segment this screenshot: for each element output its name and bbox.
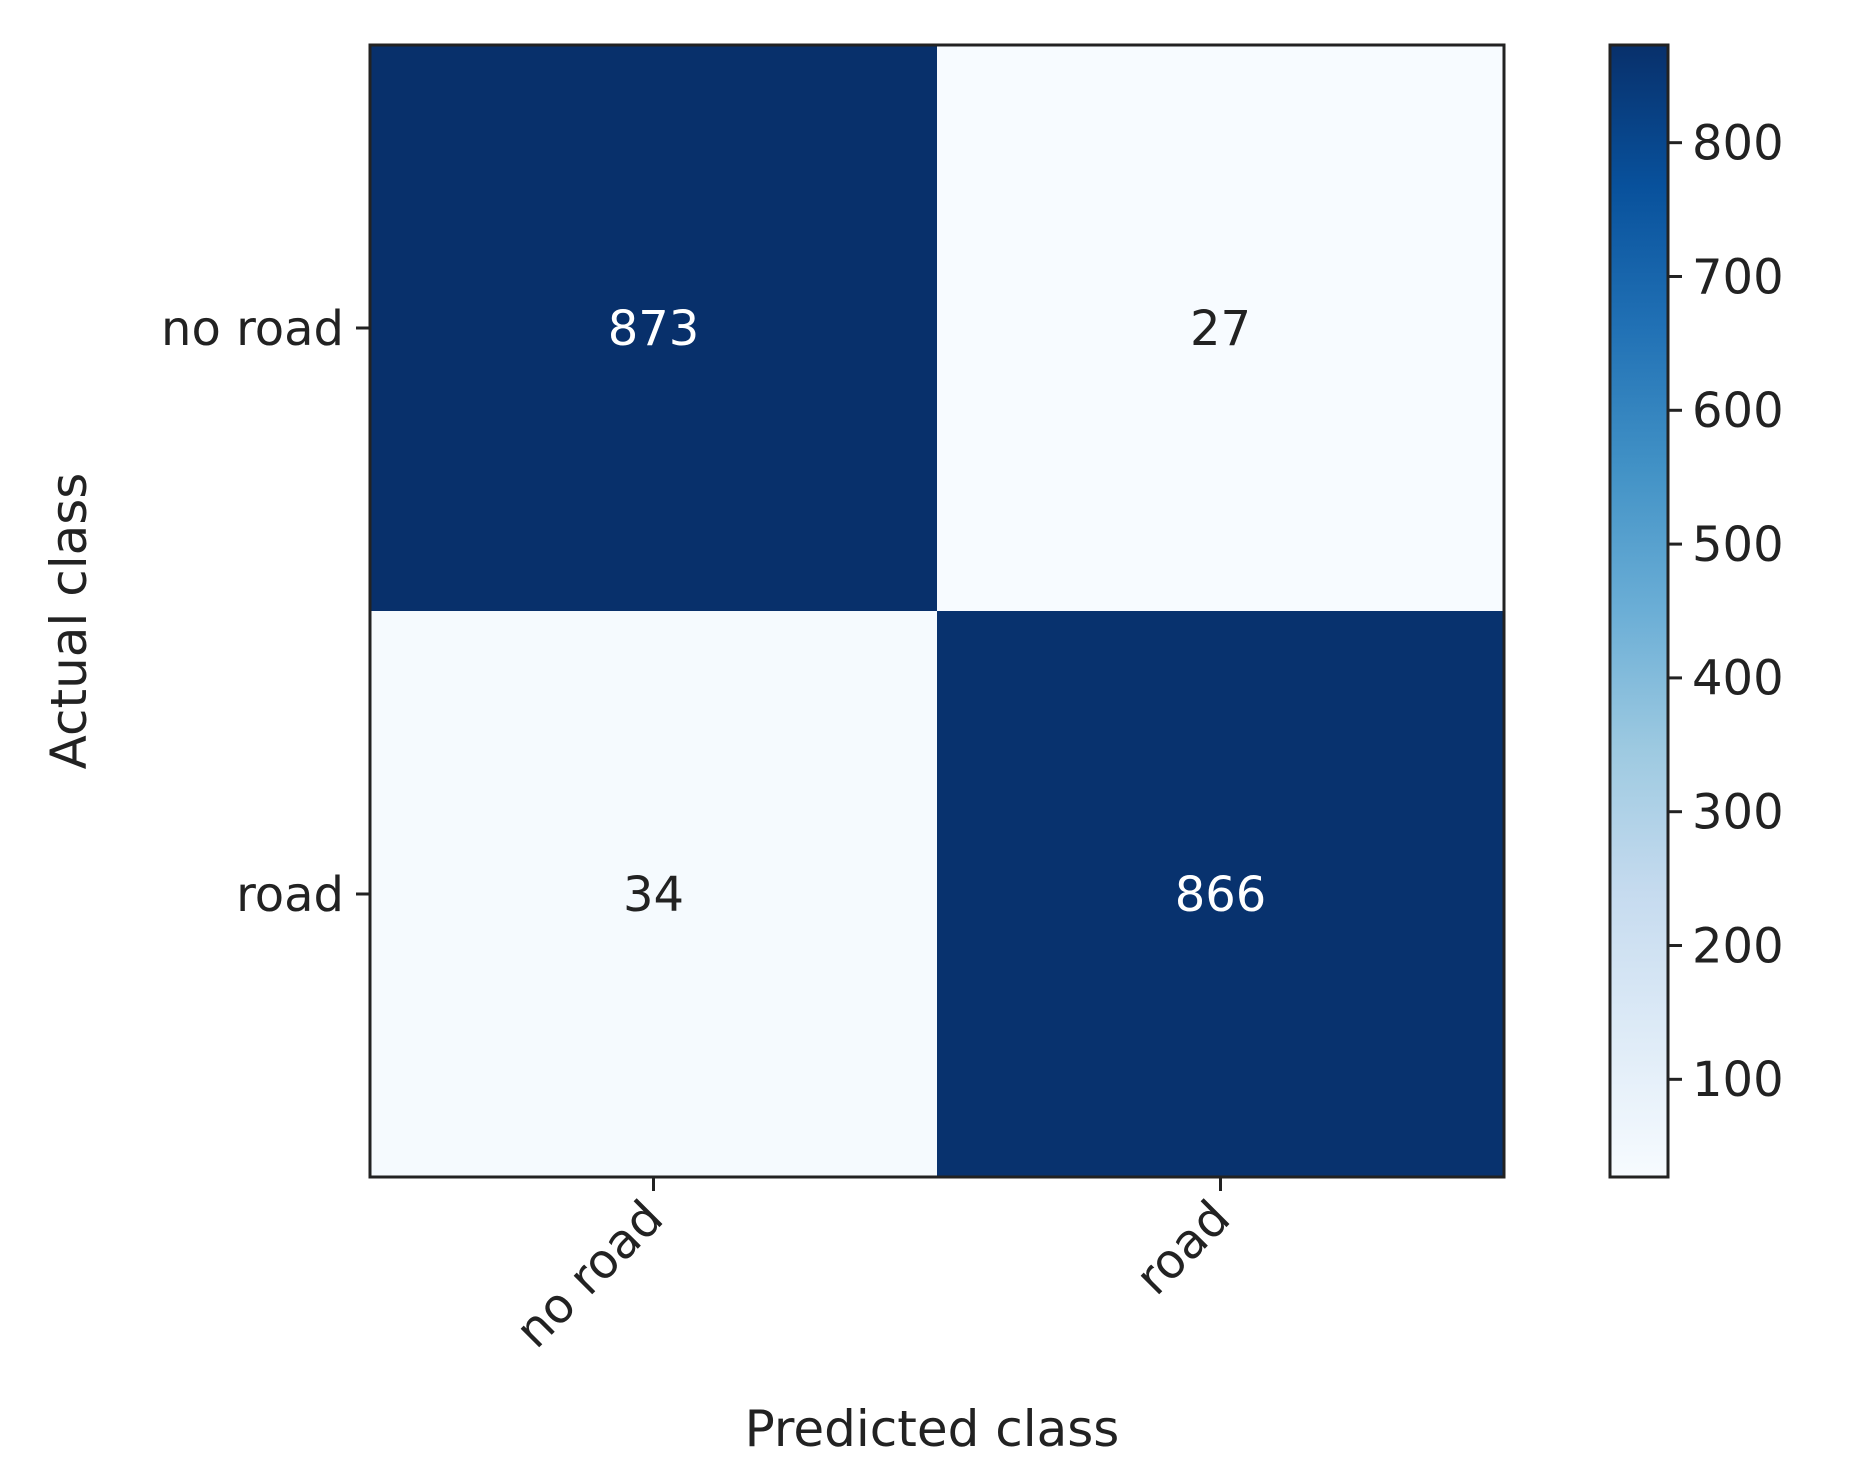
heatmap-cell-0-1 (937, 45, 1504, 611)
x-tick-label: road (1125, 1190, 1241, 1306)
colorbar-tick-label: 600 (1692, 383, 1784, 439)
colorbar-tick-label: 100 (1692, 1052, 1784, 1108)
colorbar-ticks: 100 200 300 400 500 600 700 800 (1668, 115, 1784, 1108)
plot-frame (368, 43, 1506, 1179)
cell-value-0-1: 27 (1190, 301, 1251, 357)
x-axis-label: Predicted class (745, 1400, 1120, 1458)
y-tick-label: no road (161, 301, 344, 357)
colorbar: 100 200 300 400 500 600 700 800 (1608, 43, 1784, 1179)
colorbar-tick-label: 500 (1692, 517, 1784, 573)
y-axis-label: Actual class (40, 473, 98, 770)
heatmap-cell-1-0 (370, 611, 937, 1177)
colorbar-gradient (1608, 43, 1670, 1179)
x-tick-label: no road (505, 1190, 674, 1359)
colorbar-tick-label: 300 (1692, 785, 1784, 841)
cell-value-0-0: 873 (608, 301, 700, 357)
cell-value-1-1: 866 (1175, 867, 1267, 923)
colorbar-tick-label: 800 (1692, 115, 1784, 171)
y-axis-ticks: no road road (161, 301, 370, 923)
heatmap-cells (370, 45, 1504, 1177)
colorbar-tick-label: 400 (1692, 651, 1784, 707)
heatmap-cell-0-0 (370, 45, 937, 611)
colorbar-tick-label: 200 (1692, 918, 1784, 974)
y-tick-label: road (236, 867, 344, 923)
heatmap-cell-1-1 (937, 611, 1504, 1177)
cell-value-labels: 873 27 34 866 (608, 301, 1267, 923)
x-axis-ticks: no road road (505, 1177, 1241, 1359)
colorbar-tick-label: 700 (1692, 249, 1784, 305)
cell-value-1-0: 34 (623, 867, 684, 923)
